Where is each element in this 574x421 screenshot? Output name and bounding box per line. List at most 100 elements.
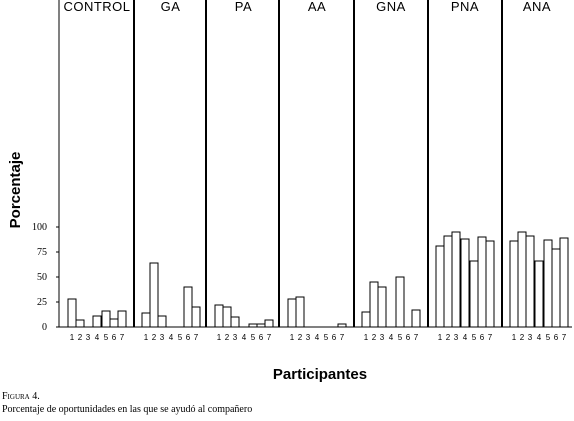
bar bbox=[411, 309, 421, 328]
participant-tick-label: 7 bbox=[194, 333, 199, 342]
group-label: CONTROL bbox=[63, 0, 130, 14]
bar bbox=[443, 235, 453, 328]
group-label: GNA bbox=[376, 0, 406, 14]
participant-tick-label: 4 bbox=[315, 333, 320, 342]
participant-tick-label: 1 bbox=[144, 333, 149, 342]
bar bbox=[67, 298, 77, 328]
bar bbox=[214, 304, 224, 328]
participant-tick-label: 5 bbox=[178, 333, 183, 342]
participant-tick-label: 3 bbox=[528, 333, 533, 342]
participant-tick-label: 6 bbox=[406, 333, 411, 342]
bar bbox=[477, 236, 487, 328]
bar bbox=[141, 312, 151, 328]
participant-tick-label: 7 bbox=[414, 333, 419, 342]
participant-tick-label: 3 bbox=[380, 333, 385, 342]
participant-tick-label: 3 bbox=[306, 333, 311, 342]
participant-tick-label: 7 bbox=[340, 333, 345, 342]
group-label: PA bbox=[235, 0, 252, 14]
participant-tick-label: 4 bbox=[242, 333, 247, 342]
bar bbox=[525, 235, 535, 328]
bar bbox=[295, 296, 305, 328]
y-tick-label: 50 bbox=[37, 272, 47, 283]
bar bbox=[377, 286, 387, 328]
bar bbox=[183, 286, 193, 328]
bar bbox=[509, 240, 519, 328]
bar bbox=[191, 306, 201, 328]
figure-caption: Porcentaje de oportunidades en las que s… bbox=[2, 404, 253, 415]
y-axis-title: Porcentaje bbox=[7, 152, 24, 229]
participant-tick-label: 7 bbox=[562, 333, 567, 342]
participant-tick-label: 2 bbox=[78, 333, 83, 342]
y-tick-label: 75 bbox=[37, 247, 47, 258]
participant-tick-label: 4 bbox=[95, 333, 100, 342]
bar bbox=[256, 323, 266, 328]
bar bbox=[149, 262, 159, 328]
figure-label: Figura 4. bbox=[2, 391, 40, 402]
bar bbox=[361, 311, 371, 328]
participant-tick-label: 6 bbox=[480, 333, 485, 342]
participant-tick-label: 2 bbox=[152, 333, 157, 342]
bar bbox=[534, 260, 544, 328]
bar bbox=[75, 319, 85, 328]
participant-tick-label: 7 bbox=[120, 333, 125, 342]
participant-tick-label: 4 bbox=[463, 333, 468, 342]
participant-tick-label: 6 bbox=[332, 333, 337, 342]
participant-tick-label: 2 bbox=[225, 333, 230, 342]
bar bbox=[395, 276, 405, 328]
participant-tick-label: 7 bbox=[488, 333, 493, 342]
group-label: PNA bbox=[451, 0, 479, 14]
bar bbox=[287, 298, 297, 328]
bar bbox=[248, 323, 258, 328]
bar bbox=[517, 231, 527, 328]
participant-tick-label: 6 bbox=[554, 333, 559, 342]
participant-tick-label: 4 bbox=[537, 333, 542, 342]
participant-tick-label: 2 bbox=[298, 333, 303, 342]
bar bbox=[157, 315, 167, 328]
participant-tick-label: 6 bbox=[186, 333, 191, 342]
participant-tick-label: 3 bbox=[86, 333, 91, 342]
bar bbox=[369, 281, 379, 328]
participant-tick-label: 6 bbox=[112, 333, 117, 342]
participant-tick-label: 2 bbox=[520, 333, 525, 342]
y-tick-label: 25 bbox=[37, 297, 47, 308]
bar bbox=[109, 318, 119, 328]
participant-tick-label: 5 bbox=[324, 333, 329, 342]
participant-tick-label: 6 bbox=[259, 333, 264, 342]
participant-tick-label: 1 bbox=[438, 333, 443, 342]
participant-tick-label: 7 bbox=[267, 333, 272, 342]
bar bbox=[117, 310, 127, 328]
bar bbox=[435, 245, 445, 328]
participant-tick-label: 1 bbox=[70, 333, 75, 342]
participant-tick-label: 1 bbox=[512, 333, 517, 342]
participant-tick-label: 5 bbox=[398, 333, 403, 342]
bar bbox=[559, 237, 569, 328]
participant-tick-label: 1 bbox=[217, 333, 222, 342]
x-axis-title: Participantes bbox=[273, 366, 367, 383]
participant-tick-label: 5 bbox=[104, 333, 109, 342]
participant-tick-label: 1 bbox=[290, 333, 295, 342]
y-tick-label: 0 bbox=[42, 322, 47, 333]
bar bbox=[469, 260, 479, 328]
participant-tick-label: 1 bbox=[364, 333, 369, 342]
group-label: AA bbox=[308, 0, 326, 14]
participant-tick-label: 2 bbox=[372, 333, 377, 342]
bar bbox=[543, 239, 553, 328]
participant-tick-label: 2 bbox=[446, 333, 451, 342]
participant-tick-label: 5 bbox=[251, 333, 256, 342]
bar bbox=[337, 323, 347, 328]
participant-tick-label: 5 bbox=[472, 333, 477, 342]
participant-tick-label: 4 bbox=[169, 333, 174, 342]
bar bbox=[485, 240, 495, 328]
participant-tick-label: 3 bbox=[160, 333, 165, 342]
group-label: ANA bbox=[523, 0, 551, 14]
bar bbox=[460, 238, 470, 328]
bar bbox=[230, 316, 240, 328]
bar bbox=[551, 248, 561, 328]
bar bbox=[101, 310, 111, 328]
y-tick-label: 100 bbox=[32, 222, 47, 233]
bar bbox=[222, 306, 232, 328]
participant-tick-label: 3 bbox=[233, 333, 238, 342]
group-label: GA bbox=[161, 0, 181, 14]
